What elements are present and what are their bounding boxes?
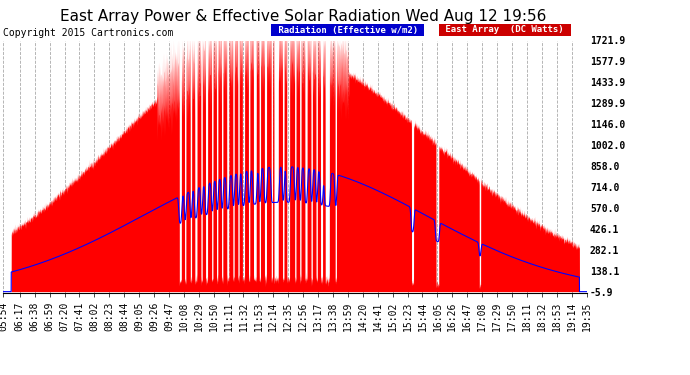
Text: -5.9: -5.9 bbox=[590, 288, 613, 297]
Text: 1577.9: 1577.9 bbox=[590, 57, 625, 67]
Text: East Array Power & Effective Solar Radiation Wed Aug 12 19:56: East Array Power & Effective Solar Radia… bbox=[61, 9, 546, 24]
Text: Copyright 2015 Cartronics.com: Copyright 2015 Cartronics.com bbox=[3, 28, 174, 38]
Text: 426.1: 426.1 bbox=[590, 225, 620, 235]
Text: 1146.0: 1146.0 bbox=[590, 120, 625, 130]
Text: 1433.9: 1433.9 bbox=[590, 78, 625, 88]
Text: 570.0: 570.0 bbox=[590, 204, 620, 214]
Text: 1002.0: 1002.0 bbox=[590, 141, 625, 151]
Text: 282.1: 282.1 bbox=[590, 246, 620, 256]
Text: 858.0: 858.0 bbox=[590, 162, 620, 172]
Text: East Array  (DC Watts): East Array (DC Watts) bbox=[440, 26, 569, 34]
Text: 714.0: 714.0 bbox=[590, 183, 620, 193]
Text: Radiation (Effective w/m2): Radiation (Effective w/m2) bbox=[273, 26, 423, 34]
Text: 1289.9: 1289.9 bbox=[590, 99, 625, 109]
Text: 138.1: 138.1 bbox=[590, 267, 620, 276]
Text: 1721.9: 1721.9 bbox=[590, 36, 625, 46]
